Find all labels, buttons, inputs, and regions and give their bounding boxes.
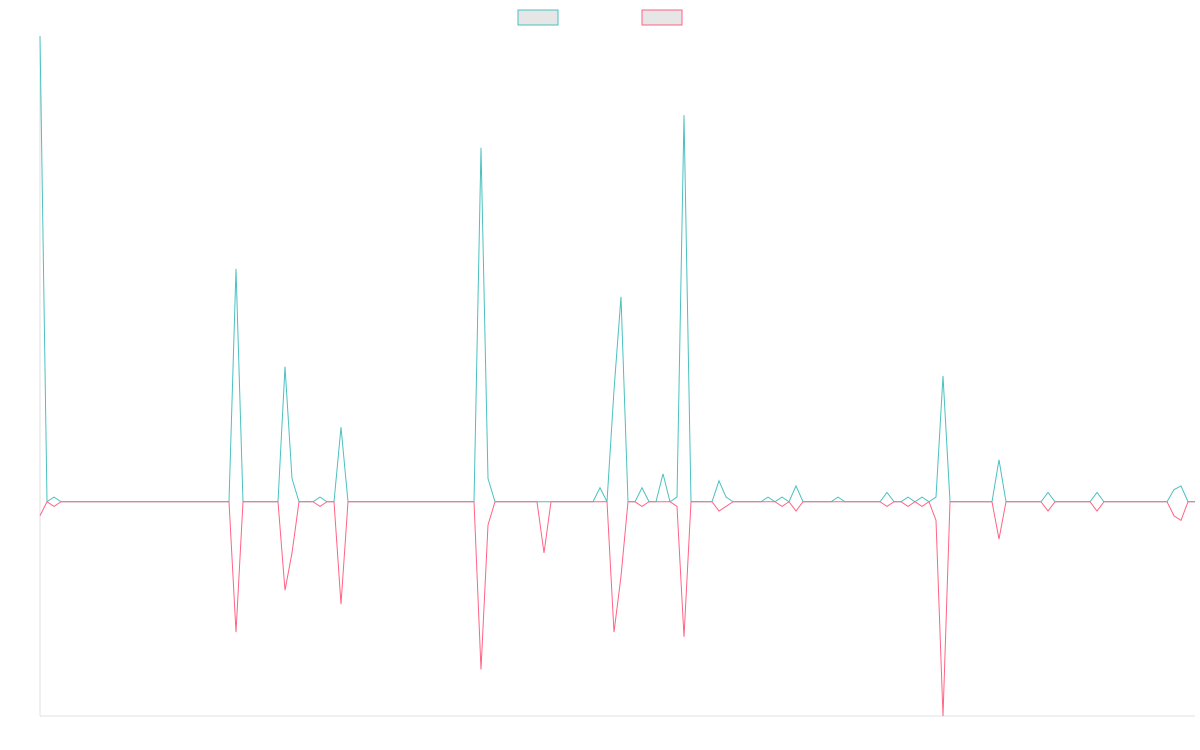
legend-swatch xyxy=(517,9,559,26)
data-line xyxy=(39,500,1195,717)
data-line xyxy=(39,35,1195,504)
legend-swatch xyxy=(641,9,683,26)
